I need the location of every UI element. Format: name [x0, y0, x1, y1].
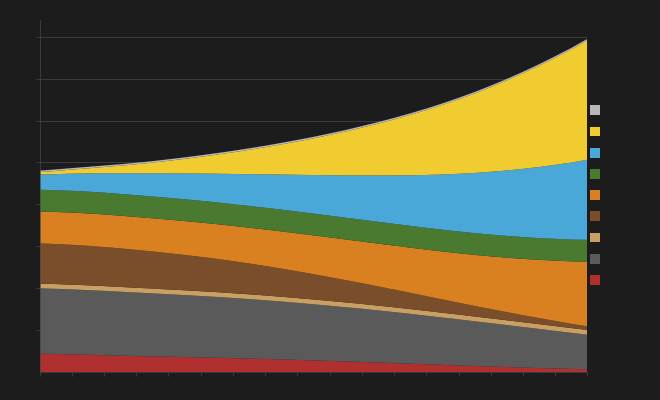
Legend: , , , , , , , , : , , , , , , , ,	[590, 104, 603, 288]
